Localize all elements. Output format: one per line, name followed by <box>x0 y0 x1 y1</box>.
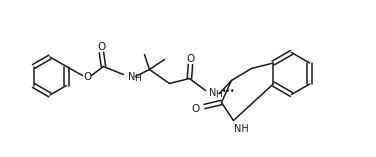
Text: N: N <box>129 73 136 82</box>
Text: O: O <box>83 71 92 81</box>
Text: H: H <box>215 90 222 99</box>
Text: •••: ••• <box>221 87 235 96</box>
Text: N: N <box>209 89 217 98</box>
Text: NH: NH <box>235 124 249 133</box>
Text: O: O <box>97 41 106 51</box>
Text: O: O <box>191 103 199 114</box>
Text: O: O <box>186 54 194 63</box>
Text: H: H <box>135 74 141 83</box>
